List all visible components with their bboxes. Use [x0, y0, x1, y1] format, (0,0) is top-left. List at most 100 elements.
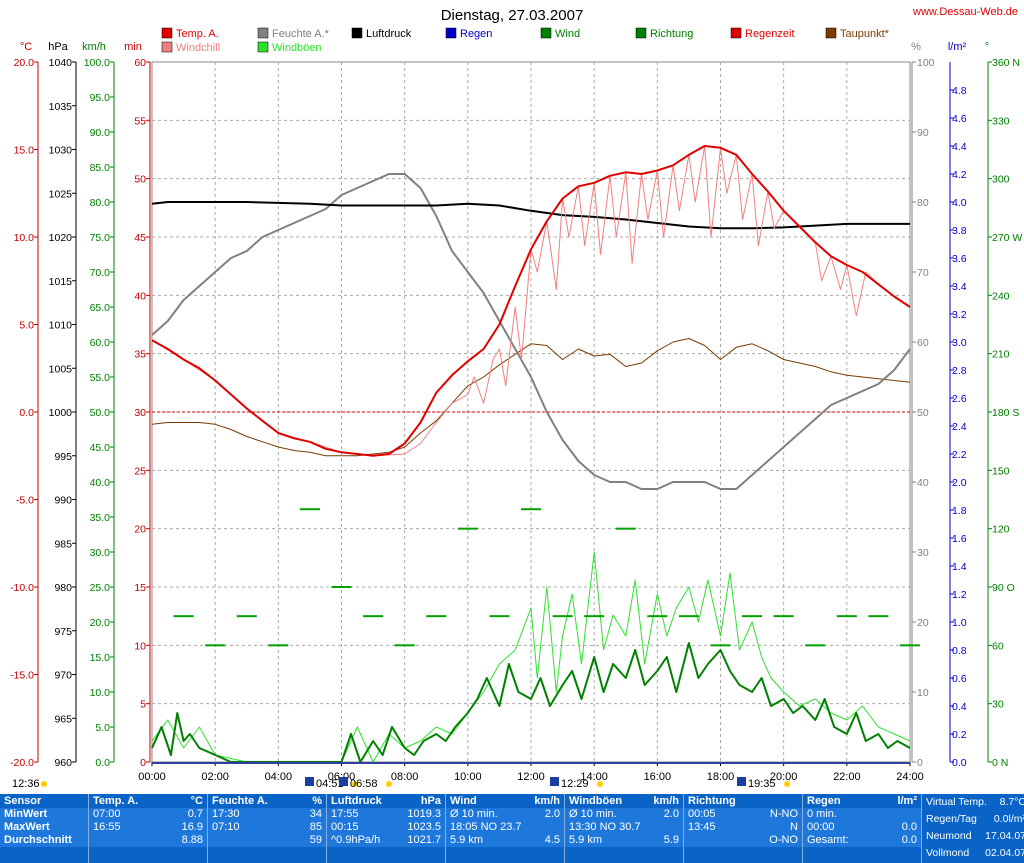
extra-label: Virtual Temp. — [926, 796, 987, 808]
stats-unit: l/m² — [897, 795, 917, 807]
stats-row-value: 5.9 — [663, 834, 679, 846]
axis-celsius-label: 0.0 — [19, 407, 34, 419]
legend-swatch — [445, 27, 457, 39]
unit-label: ° — [985, 41, 989, 53]
legend-label: Regenzeit — [745, 28, 795, 40]
axis-kmh-label: 60.0 — [90, 337, 111, 349]
axis-deg-label: 210 — [992, 349, 1010, 361]
axis-celsius-label: -15.0 — [10, 670, 34, 682]
axis-hpa-label: 975 — [54, 626, 72, 638]
marker-time: 06:58 — [350, 778, 378, 790]
stats-row-label: 18:05 NO 23.7 — [450, 821, 522, 833]
stats-row: Gesamt: 0.0 — [803, 834, 921, 847]
axis-hpa-label: 1020 — [49, 232, 73, 244]
website-link[interactable]: www.Dessau-Web.de — [912, 6, 1018, 18]
axis-min-label: 55 — [134, 115, 146, 127]
x-tick-label: 12:00 — [517, 771, 545, 783]
stats-row-value: N-NO — [769, 808, 798, 820]
extra-row: Vollmond 02.04.07 — [922, 845, 1024, 862]
axis-lm2-label: 0.0 — [952, 757, 967, 769]
axis-kmh-label: 0.0 — [95, 757, 110, 769]
stats-row-label: 00:05 — [688, 808, 716, 820]
stats-row-label: 5.9 km — [569, 834, 603, 846]
stats-header: Temp. A. °C — [89, 794, 207, 808]
direction-point — [457, 527, 478, 530]
axis-lm2-label: 1.0 — [952, 617, 967, 629]
legend-label: Luftdruck — [366, 28, 412, 40]
sun-icon — [41, 781, 47, 787]
axis-kmh-label: 50.0 — [90, 407, 111, 419]
axis-kmh-label: 15.0 — [90, 652, 111, 664]
legend: Temp. A. Windchill Feuchte A.* Windböen Luft… — [161, 27, 890, 54]
axis-min-label: 0 — [140, 757, 146, 769]
stats-row: 17:55 1019.3 — [327, 808, 445, 821]
axis-deg-label: 30 — [992, 699, 1004, 711]
axis-lm2-label: 4.6 — [952, 113, 967, 125]
stats-row-value: 2.0 — [544, 808, 560, 820]
axis-lm2-label: 3.2 — [952, 309, 967, 321]
marker-icon — [339, 777, 348, 786]
stats-row: Ø 10 min. 2.0 — [446, 808, 564, 821]
series-temp-a — [151, 145, 911, 457]
axis-kmh-label: 40.0 — [90, 477, 111, 489]
stats-row: 0 min. — [803, 808, 921, 821]
axis-min-label: 5 — [140, 699, 146, 711]
series-luftdruck — [151, 201, 910, 230]
x-tick-label: 00:00 — [138, 771, 166, 783]
stats-row: 8.88 — [89, 834, 207, 847]
axis-lm2-label: 2.8 — [952, 365, 967, 377]
stats-row-value: N — [790, 821, 798, 833]
axis-min-label: 50 — [134, 174, 146, 186]
axis-kmh-label: 45.0 — [90, 442, 111, 454]
axis-kmh-label: 100.0 — [84, 57, 110, 69]
stats-row: O-NO — [684, 834, 802, 847]
stats-row: Ø 10 min. 2.0 — [565, 808, 683, 821]
x-tick-label: 24:00 — [896, 771, 924, 783]
direction-point — [331, 586, 352, 588]
axis-deg-label: 0 N — [992, 757, 1008, 769]
extra-value: 0.0l/m² — [993, 813, 1024, 825]
direction-point — [268, 644, 289, 647]
series — [151, 145, 920, 763]
stats-header: Feuchte A.% — [208, 794, 326, 808]
direction-point — [615, 527, 636, 530]
series-taupunkt — [151, 338, 911, 457]
axis-kmh-label: 75.0 — [90, 232, 111, 244]
axis-kmh-label: 25.0 — [90, 582, 111, 594]
unit-label: min — [124, 41, 142, 53]
stats-column-richtung: Richtung 00:05 N-NO 13:45 N O-NO — [684, 794, 803, 863]
marker-icon — [305, 777, 314, 786]
extra-label: Vollmond — [926, 847, 970, 859]
axis-percent-label: 40 — [917, 477, 929, 489]
unit-label: hPa — [48, 41, 68, 53]
stats-row-label: 13:45 — [688, 821, 716, 833]
stats-row-label: 13:30 NO 30.7 — [569, 821, 641, 833]
stats-header: Windböen km/h — [565, 794, 683, 808]
legend-swatch — [257, 27, 269, 39]
stats-row: 07:00 0.7 — [89, 808, 207, 821]
direction-point — [742, 615, 763, 618]
axis-min-label: 10 — [134, 640, 146, 652]
direction-point — [584, 615, 605, 618]
stats-column-sensor: Sensor MinWert MaxWert Durchschnitt — [0, 794, 89, 863]
axis-percent-label: 80 — [917, 197, 929, 209]
stats-row-value: 1019.3 — [407, 808, 441, 820]
stats-row: 00:00 0.0 — [803, 821, 921, 834]
axis-hpa-label: 980 — [54, 582, 72, 594]
extra-value: 17.04.07 — [985, 830, 1024, 842]
grid — [151, 61, 911, 763]
axis-lm2-label: 3.6 — [952, 253, 967, 265]
stats-row-label: MinWert — [4, 808, 48, 820]
stats-row-label: 16:55 — [93, 821, 121, 833]
axis-kmh-label: 55.0 — [90, 372, 111, 384]
axis-lm2-label: 1.6 — [952, 533, 967, 545]
axis-lm2-label: 3.0 — [952, 337, 967, 349]
stats-row: 18:05 NO 23.7 — [446, 821, 564, 834]
series-windb-en — [151, 551, 911, 763]
stats-row: 5.9 km 5.9 — [565, 834, 683, 847]
axis-min-label: 25 — [134, 465, 146, 477]
stats-row: 00:15 1023.5 — [327, 821, 445, 834]
extra-row: Neumond 17.04.07 — [922, 828, 1024, 845]
stats-title: Feuchte A. — [212, 795, 268, 807]
stats-row-label: Gesamt: — [807, 834, 849, 846]
